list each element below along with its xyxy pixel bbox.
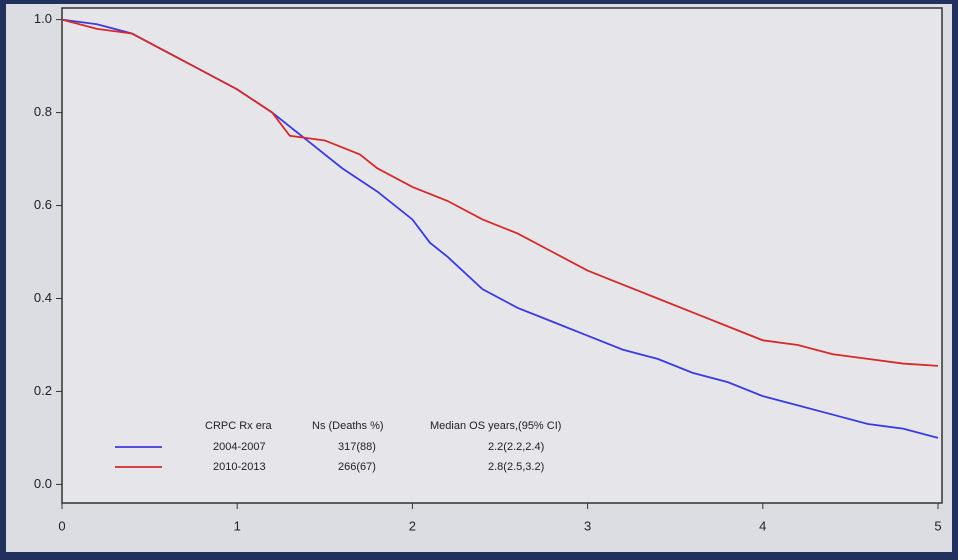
legend-deaths: 317(88) (338, 441, 376, 453)
legend-header: Ns (Deaths %) (312, 420, 384, 432)
x-tick-label: 2 (409, 518, 416, 533)
x-tick-label: 1 (234, 518, 241, 533)
x-tick-label: 0 (58, 518, 65, 533)
y-tick-label: 0.2 (34, 383, 52, 398)
x-tick-label: 4 (759, 518, 766, 533)
legend-label: 2004-2007 (213, 441, 266, 453)
legend-deaths: 266(67) (338, 461, 376, 473)
legend-header: CRPC Rx era (205, 420, 273, 432)
y-tick-label: 0.4 (34, 290, 52, 305)
y-tick-label: 0.6 (34, 197, 52, 212)
plot-area (61, 7, 943, 504)
y-tick-label: 1.0 (34, 11, 52, 26)
legend-median: 2.2(2.2,2.4) (488, 441, 544, 453)
y-tick-label: 0.8 (34, 104, 52, 119)
x-tick-label: 3 (584, 518, 591, 533)
x-tick-label: 5 (934, 518, 941, 533)
survival-curve (61, 18, 939, 367)
y-tick-label: 0.0 (34, 476, 52, 491)
legend-median: 2.8(2.5,3.2) (488, 461, 544, 473)
legend-header: Median OS years,(95% CI) (430, 420, 561, 432)
legend-label: 2010-2013 (213, 461, 266, 473)
